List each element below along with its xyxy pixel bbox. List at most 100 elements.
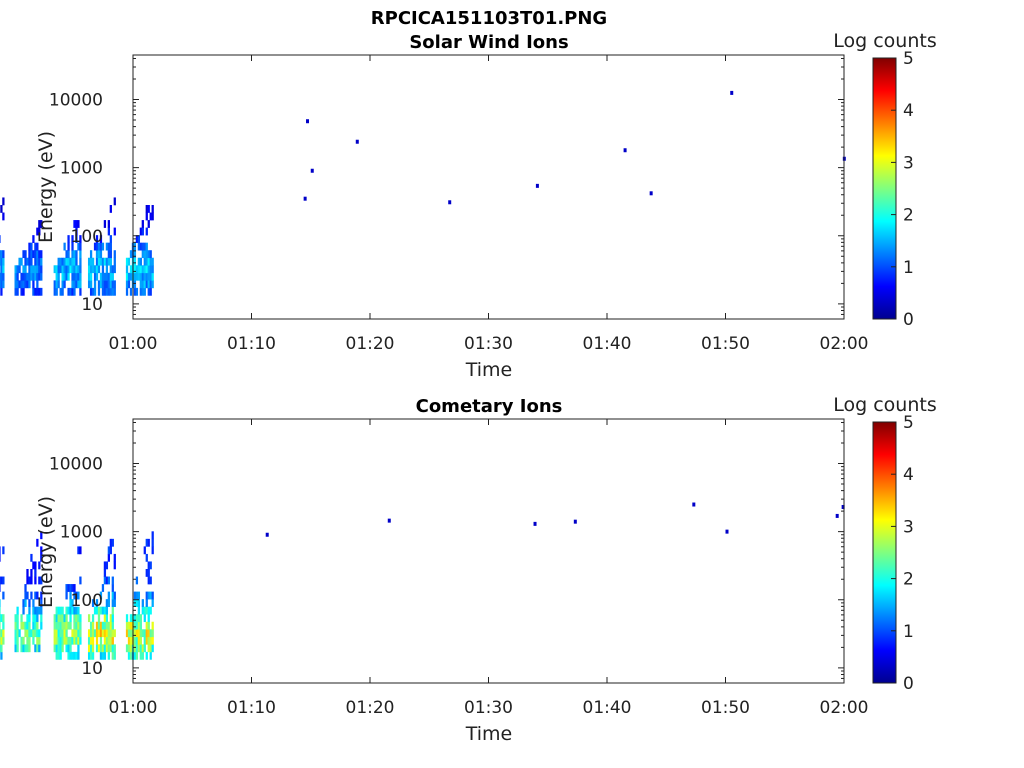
heatmap-cell xyxy=(147,561,150,570)
heatmap-cell xyxy=(71,599,74,607)
heatmap-cell xyxy=(75,280,78,289)
heatmap-cell xyxy=(73,614,76,623)
heatmap-cell xyxy=(34,257,37,266)
heatmap-cell xyxy=(141,629,144,638)
colorbar-tick-label: 5 xyxy=(903,413,914,433)
heatmap-cell xyxy=(73,584,76,592)
heatmap-cell xyxy=(105,265,109,274)
heatmap-cell xyxy=(101,606,105,615)
heatmap-cell xyxy=(2,591,5,600)
heatmap-cell xyxy=(79,287,82,296)
heatmap-cell xyxy=(107,629,110,638)
heatmap-cell xyxy=(109,280,112,289)
heatmap-cell xyxy=(127,621,131,630)
heatmap-cell xyxy=(16,621,19,630)
heatmap-cell xyxy=(14,636,17,645)
heatmap-cell xyxy=(147,644,150,653)
heatmap-cell xyxy=(95,606,99,615)
heatmap-cell xyxy=(141,651,144,660)
x-tick-label: 01:50 xyxy=(701,698,750,718)
heatmap-cell xyxy=(105,257,109,266)
heatmap-cell xyxy=(151,636,154,645)
heatmap-cell xyxy=(113,651,116,660)
heatmap-cell xyxy=(103,614,107,623)
heatmap-cell xyxy=(95,636,99,645)
heatmap-cell xyxy=(14,621,17,630)
heatmap-cell xyxy=(127,629,131,638)
heatmap-cell xyxy=(57,651,60,660)
heatmap-cell xyxy=(24,644,27,653)
heatmap-cell xyxy=(71,606,74,615)
heatmap-cell xyxy=(18,257,21,266)
heatmap-cell xyxy=(147,621,150,630)
panel-solar-wind: Solar Wind Ions 01:00 01:10 01:20 01:30 01:4… xyxy=(0,30,937,381)
heatmap-cell xyxy=(109,621,112,630)
heatmap-cell xyxy=(147,265,150,274)
heatmap-cell xyxy=(34,629,37,638)
heatmap-cell xyxy=(61,265,64,274)
heatmap-cell xyxy=(135,591,139,600)
heatmap-cell xyxy=(14,629,17,638)
heatmap-cell xyxy=(145,227,148,236)
heatmap-cell xyxy=(91,621,95,630)
heatmap-cell xyxy=(147,569,150,577)
heatmap-cell xyxy=(38,561,41,570)
heatmap-cell xyxy=(147,272,150,281)
heatmap-cell xyxy=(16,287,19,296)
figure-title: RPCICA151103T01.PNG xyxy=(371,8,607,29)
heatmap-cell xyxy=(97,250,101,259)
heatmap-cell xyxy=(107,576,110,585)
heatmap-cell xyxy=(63,629,66,638)
heatmap-cell xyxy=(32,636,35,645)
heatmap-cell xyxy=(2,576,5,585)
heatmap-cell xyxy=(105,636,109,645)
x-tick-label: 01:00 xyxy=(109,334,158,354)
heatmap-cell xyxy=(99,250,103,259)
heatmap-cell xyxy=(75,606,78,615)
heatmap-cell xyxy=(24,621,27,630)
heatmap-cell xyxy=(26,280,29,289)
heatmap-cell xyxy=(65,644,68,653)
heatmap-cell xyxy=(0,553,1,562)
heatmap-cell xyxy=(97,265,101,274)
heatmap-cell xyxy=(26,614,29,623)
heatmap-cell xyxy=(103,621,107,630)
heatmap-cell xyxy=(133,591,137,600)
heatmap-cell xyxy=(36,272,39,281)
heatmap-cell xyxy=(139,636,142,645)
heatmap-cell xyxy=(40,591,43,600)
heatmap-cell xyxy=(95,644,99,653)
heatmap-cell xyxy=(79,250,82,259)
x-tick-label: 01:30 xyxy=(464,334,513,354)
heatmap-cell xyxy=(129,250,133,259)
heatmap-cell xyxy=(2,257,5,266)
heatmap-cell xyxy=(105,614,109,623)
y-tick-label: 10000 xyxy=(49,455,103,475)
heatmap-cell xyxy=(129,651,133,660)
heatmap-cell xyxy=(77,546,80,555)
heatmap-cell xyxy=(149,280,152,289)
heatmap-cell xyxy=(111,584,114,592)
heatmap-cell xyxy=(40,606,43,615)
heatmap-cell xyxy=(97,242,101,251)
heatmap-cell xyxy=(105,621,109,630)
heatmap-cell xyxy=(143,265,146,274)
heatmap-cell xyxy=(145,250,148,259)
heatmap-cell xyxy=(73,636,76,645)
heatmap-cell xyxy=(14,265,17,274)
heatmap-cell xyxy=(30,265,33,274)
heatmap-cell xyxy=(105,606,109,615)
heatmap-cell xyxy=(133,614,137,623)
heatmap-cell xyxy=(133,651,137,660)
heatmap-cell xyxy=(73,220,76,228)
heatmap-cell xyxy=(20,636,23,645)
heatmap-cell xyxy=(14,280,17,289)
heatmap-cell xyxy=(36,614,39,623)
heatmap-cell xyxy=(75,629,78,638)
heatmap-cell xyxy=(55,636,58,645)
heatmap-cell xyxy=(65,606,68,615)
heatmap-cell xyxy=(24,272,27,281)
heatmap-cell xyxy=(139,287,142,296)
heatmap-cell xyxy=(109,257,112,266)
heatmap-cell xyxy=(59,644,62,653)
